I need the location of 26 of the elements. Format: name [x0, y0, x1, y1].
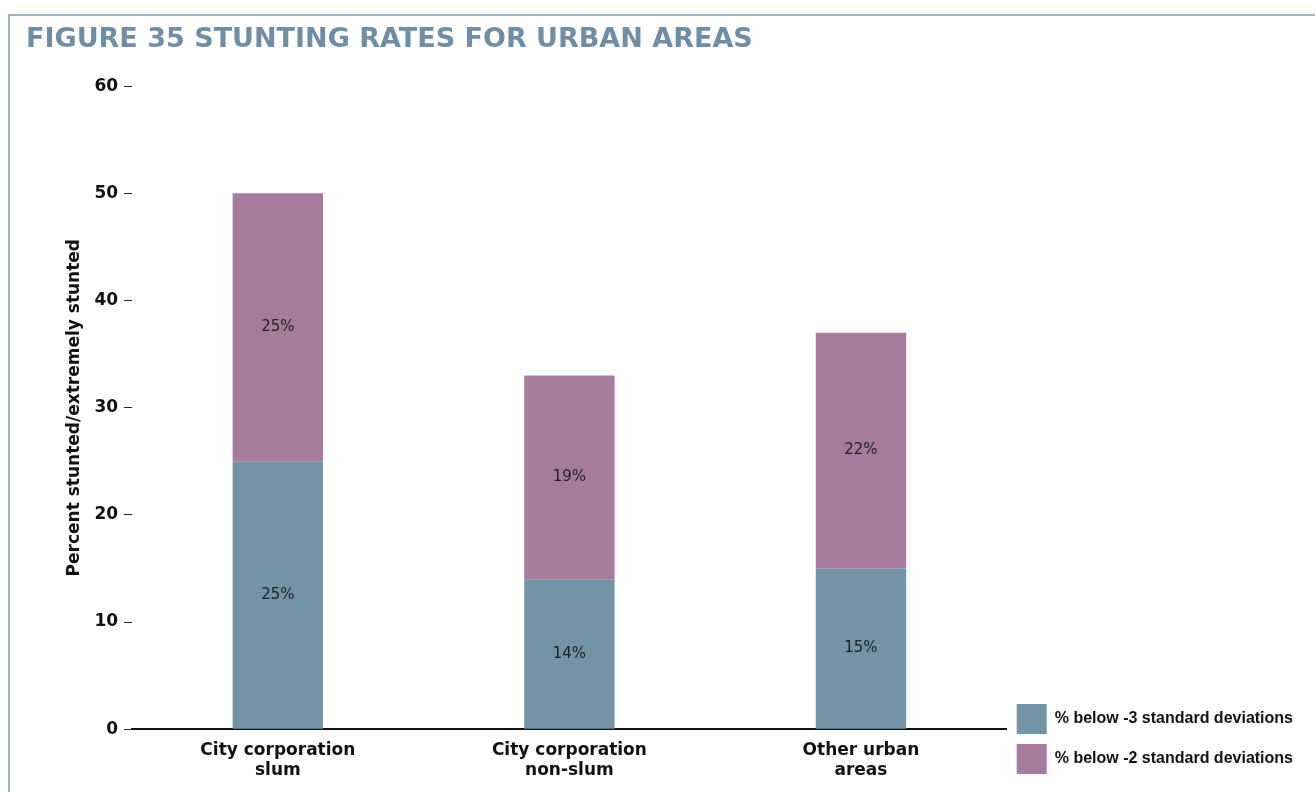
- data-label: 15%: [844, 638, 878, 657]
- legend-label: % below -2 standard deviations: [1054, 749, 1294, 767]
- data-label: 19%: [552, 467, 587, 486]
- bar: [815, 568, 907, 729]
- chart-title: FIGURE 35 STUNTING RATES FOR URBAN AREAS: [26, 22, 753, 53]
- y-tick-label: 40: [94, 288, 119, 309]
- data-label: 22%: [844, 440, 878, 459]
- legend-label: % below -3 standard deviations: [1054, 709, 1294, 727]
- bar: [815, 332, 907, 569]
- y-tick-label: 30: [94, 396, 119, 417]
- bar: [232, 461, 324, 729]
- y-tick-label: 20: [94, 503, 119, 524]
- data-label: 25%: [261, 317, 295, 336]
- x-tick-label: City corporation slum: [200, 738, 356, 780]
- y-tick-label: 60: [94, 74, 119, 95]
- data-label: 25%: [261, 584, 295, 603]
- y-tick-label: 50: [94, 181, 119, 202]
- x-tick-label: Other urban areas: [802, 738, 920, 780]
- data-label: 14%: [552, 643, 587, 662]
- y-axis-title: Percent stunted/extremely stunted: [62, 238, 83, 577]
- y-tick-label: 10: [94, 610, 119, 631]
- x-tick-label: City corporation non-slum: [491, 738, 647, 780]
- bar: [524, 375, 615, 580]
- bar: [524, 579, 615, 729]
- bar: [232, 193, 324, 462]
- y-tick-label: 0: [106, 717, 119, 738]
